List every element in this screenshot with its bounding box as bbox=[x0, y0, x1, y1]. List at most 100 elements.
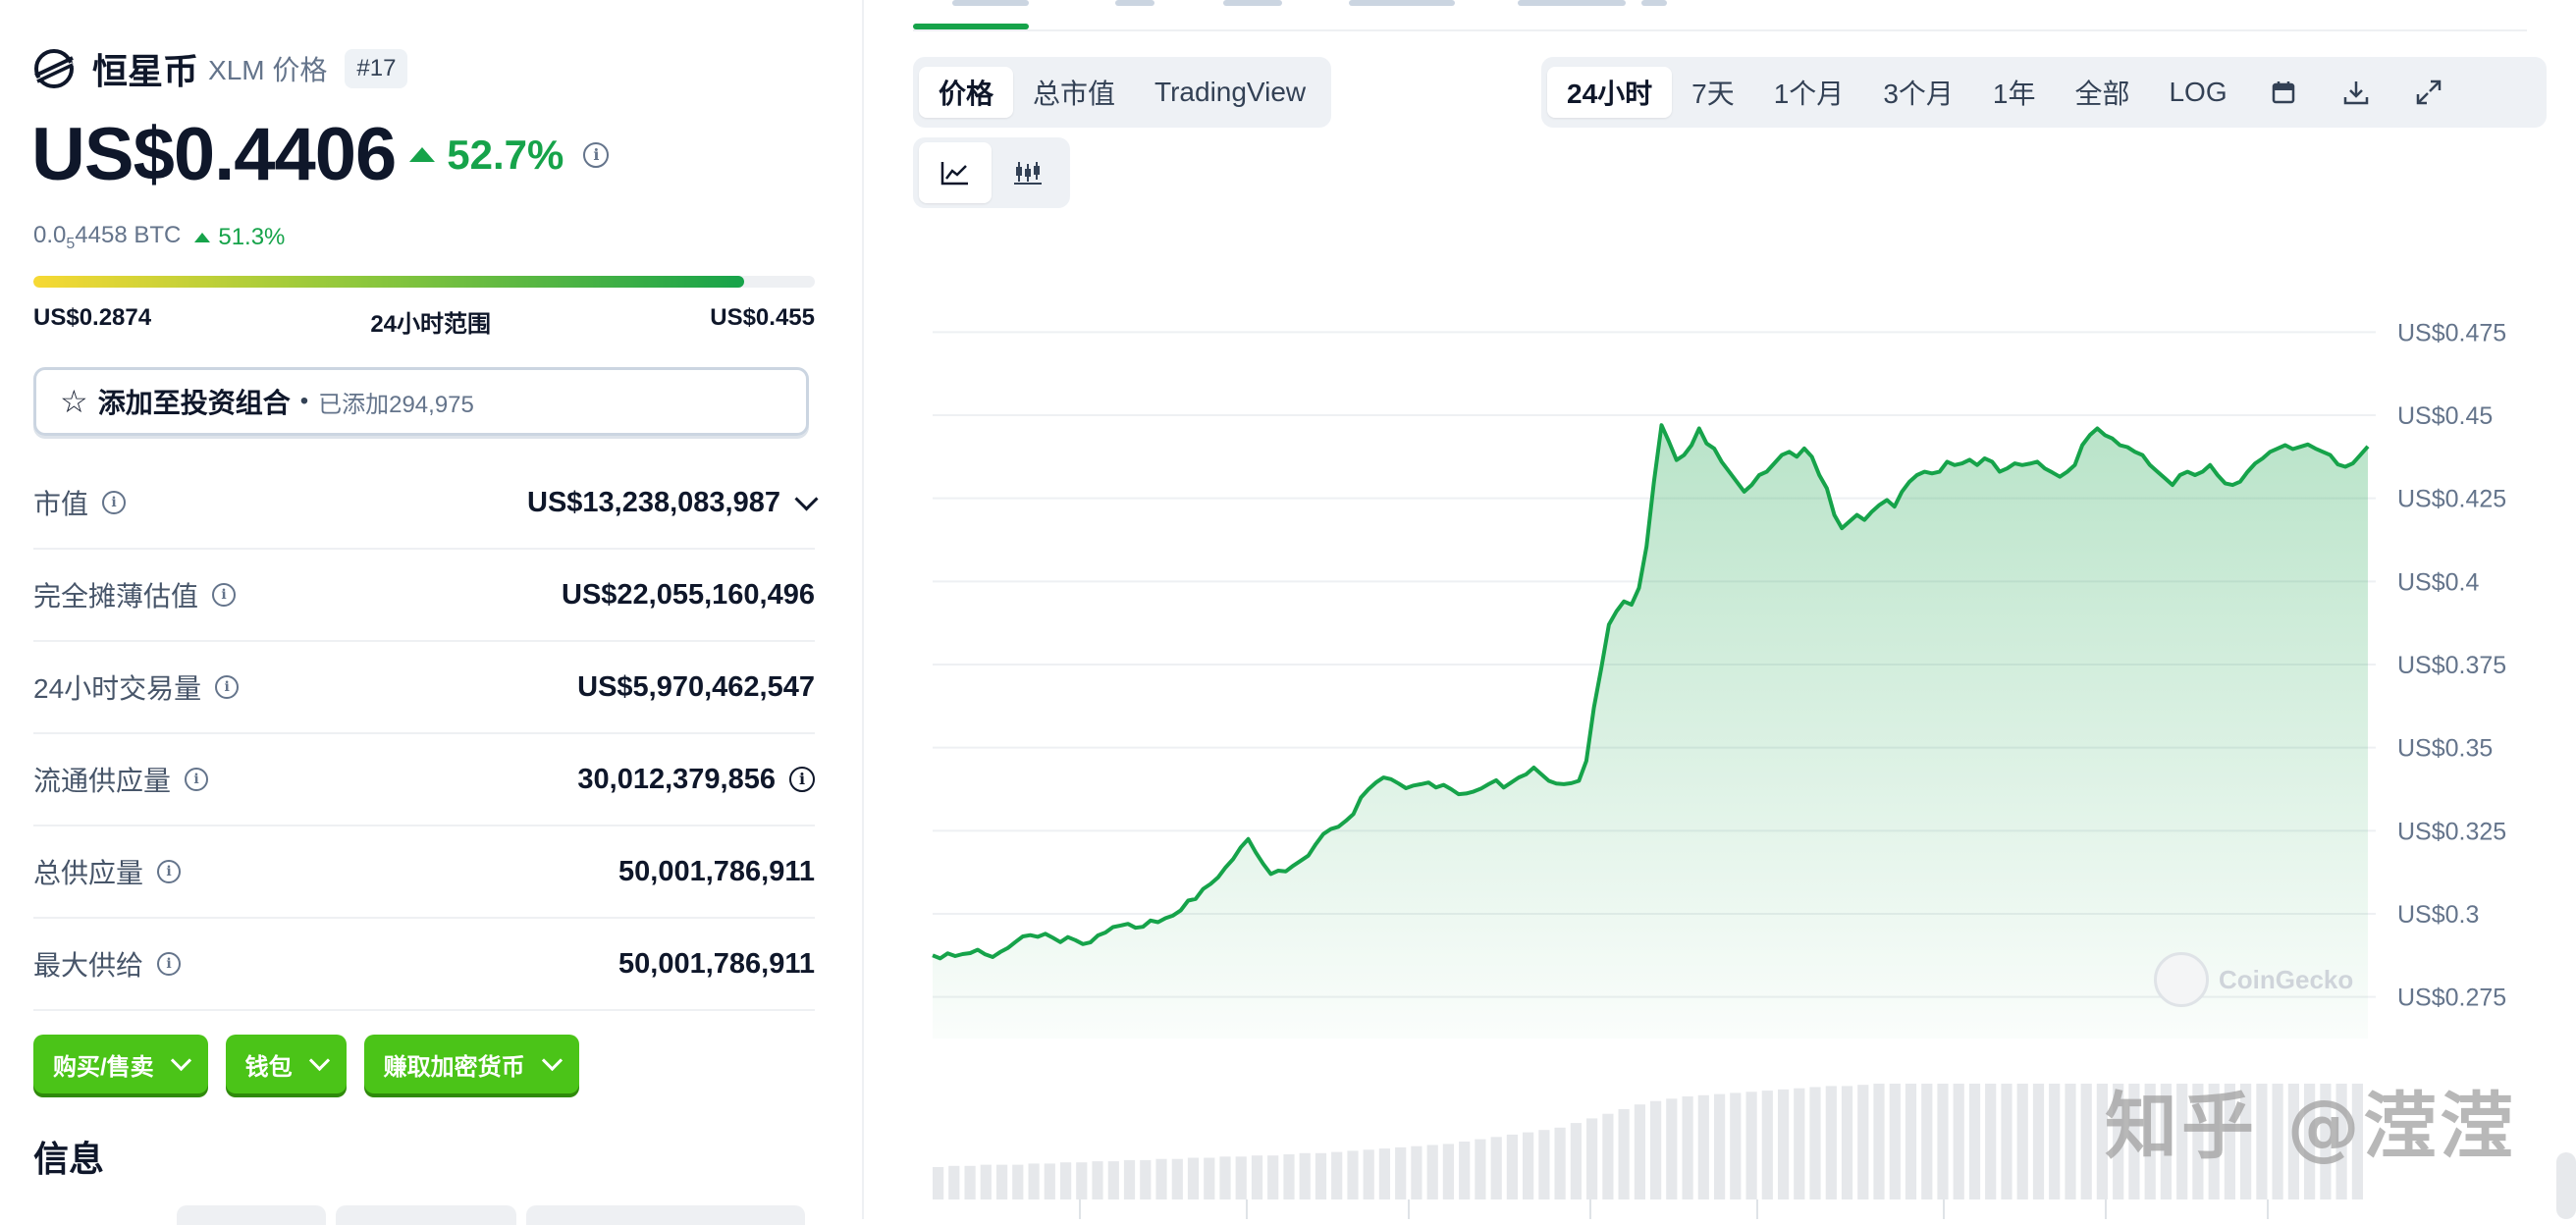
calendar-icon[interactable] bbox=[2247, 62, 2320, 123]
candlestick-chart-icon[interactable] bbox=[992, 142, 1064, 203]
volume-bar bbox=[2016, 1084, 2028, 1199]
range-1y[interactable]: 1年 bbox=[1992, 79, 2036, 109]
info-pill[interactable] bbox=[526, 1205, 805, 1225]
scrollbar[interactable] bbox=[2556, 1152, 2576, 1219]
line-chart-icon[interactable] bbox=[919, 142, 992, 203]
y-tick-label: US$0.375 bbox=[2397, 652, 2506, 679]
tab-guides[interactable] bbox=[1349, 0, 1455, 6]
stat-value: 30,012,379,856 bbox=[577, 763, 776, 795]
volume-bar bbox=[1123, 1159, 1136, 1199]
y-tick-label: US$0.425 bbox=[2397, 486, 2506, 513]
volume-bar bbox=[2335, 1084, 2347, 1199]
volume-bar bbox=[1554, 1127, 1566, 1199]
stat-label: 最大供给 bbox=[33, 950, 144, 981]
info-icon[interactable]: i bbox=[789, 767, 815, 792]
volume-bar bbox=[1187, 1157, 1200, 1199]
volume-bar bbox=[1809, 1087, 1821, 1199]
info-icon[interactable]: i bbox=[583, 141, 610, 168]
range-24h[interactable]: 24小时 bbox=[1547, 67, 1673, 118]
wallet-button[interactable]: 钱包 bbox=[225, 1035, 347, 1093]
info-pill[interactable] bbox=[177, 1205, 326, 1225]
info-icon[interactable]: i bbox=[102, 491, 127, 514]
time-range-tabs: 24小时 7天 1个月 3个月 1年 全部 LOG bbox=[1541, 57, 2547, 128]
volume-bar bbox=[1650, 1100, 1662, 1199]
volume-bar bbox=[1968, 1084, 1981, 1199]
volume-bar bbox=[1714, 1093, 1726, 1199]
info-heading: 信息 bbox=[33, 1139, 105, 1179]
stat-value: US$5,970,462,547 bbox=[577, 670, 815, 703]
stat-label: 完全摊薄估值 bbox=[33, 581, 199, 612]
chevron-down-icon bbox=[308, 1049, 330, 1071]
price-chart[interactable]: US$0.475 US$0.45 US$0.425 US$0.4 US$0.375 US$… bbox=[864, 0, 2576, 1219]
tab-market-cap[interactable]: 总市值 bbox=[1033, 79, 1116, 109]
volume-bar bbox=[1921, 1084, 1933, 1199]
info-icon[interactable]: i bbox=[157, 952, 182, 976]
tab-historical[interactable] bbox=[1518, 0, 1626, 6]
volume-bar bbox=[964, 1165, 976, 1199]
volume-bar bbox=[2272, 1084, 2283, 1199]
volume-bar bbox=[1538, 1130, 1550, 1199]
range-all[interactable]: 全部 bbox=[2074, 79, 2130, 109]
volume-bar bbox=[1873, 1084, 1885, 1199]
volume-bar bbox=[2144, 1084, 2156, 1199]
range-label: 24小时范围 bbox=[370, 311, 492, 338]
volume-bar bbox=[1378, 1148, 1390, 1199]
volume-bar bbox=[2192, 1084, 2204, 1199]
btc-price-change: 51.3% bbox=[218, 223, 286, 250]
info-icon[interactable]: i bbox=[212, 583, 237, 607]
volume-bar bbox=[1682, 1096, 1693, 1199]
range-3m[interactable]: 3个月 bbox=[1883, 79, 1954, 109]
volume-bar bbox=[2351, 1084, 2363, 1199]
volume-bars bbox=[933, 1084, 2363, 1219]
volume-bar bbox=[1347, 1150, 1359, 1199]
earn-crypto-button[interactable]: 赚取加密货币 bbox=[363, 1035, 579, 1093]
volume-bar bbox=[2128, 1084, 2140, 1199]
volume-bar bbox=[1857, 1085, 1869, 1199]
y-tick-label: US$0.3 bbox=[2397, 901, 2479, 929]
info-icon[interactable]: i bbox=[157, 860, 182, 883]
volume-bar bbox=[1570, 1123, 1582, 1199]
volume-bar bbox=[2256, 1084, 2268, 1199]
range-1m[interactable]: 1个月 bbox=[1773, 79, 1845, 109]
coin-name: 恒星币 bbox=[92, 51, 199, 91]
panel-divider bbox=[862, 0, 864, 1219]
tab-markets[interactable] bbox=[1115, 0, 1154, 6]
volume-bar bbox=[1730, 1092, 1742, 1199]
range-log[interactable]: LOG bbox=[2169, 77, 2227, 107]
expand-icon[interactable] bbox=[2392, 62, 2465, 123]
price-change-value: 52.7% bbox=[447, 131, 564, 178]
volume-bar bbox=[1012, 1164, 1024, 1199]
tab-price[interactable]: 价格 bbox=[919, 67, 1014, 118]
info-icon[interactable]: i bbox=[185, 768, 209, 791]
tab-overview[interactable] bbox=[952, 0, 1029, 6]
range-high: US$0.455 bbox=[710, 304, 815, 331]
y-tick-label: US$0.275 bbox=[2397, 985, 2506, 1012]
tab-icon[interactable] bbox=[1641, 0, 1667, 6]
volume-bar bbox=[1331, 1151, 1343, 1199]
volume-bar bbox=[980, 1164, 992, 1199]
info-icon[interactable]: i bbox=[215, 675, 240, 699]
y-tick-label: US$0.4 bbox=[2397, 568, 2479, 596]
price-change-24h: 52.7% bbox=[409, 132, 564, 179]
download-icon[interactable] bbox=[2320, 62, 2392, 123]
tab-tradingview[interactable]: TradingView bbox=[1154, 77, 1307, 107]
chevron-down-icon bbox=[541, 1049, 563, 1071]
coingecko-watermark: CoinGecko bbox=[2154, 952, 2353, 1007]
volume-bar bbox=[2208, 1084, 2220, 1199]
stat-label: 总供应量 bbox=[33, 858, 144, 888]
earn-label: 赚取加密货币 bbox=[383, 1053, 525, 1081]
volume-bar bbox=[1953, 1084, 1964, 1199]
add-to-portfolio-button[interactable]: ☆ 添加至投资组合 • 已添加294,975 bbox=[33, 367, 809, 436]
info-pill[interactable] bbox=[336, 1205, 516, 1225]
price-area-fill bbox=[933, 425, 2368, 1039]
range-labels: US$0.2874 24小时范围 US$0.455 bbox=[33, 304, 815, 339]
gecko-logo-icon bbox=[2154, 952, 2209, 1007]
tab-news[interactable] bbox=[1223, 0, 1282, 6]
volume-bar bbox=[2049, 1084, 2061, 1199]
caret-up-icon bbox=[409, 147, 436, 162]
range-7d[interactable]: 7天 bbox=[1691, 79, 1735, 109]
chevron-down-icon[interactable] bbox=[794, 486, 819, 511]
buy-sell-button[interactable]: 购买/售卖 bbox=[33, 1035, 208, 1093]
separator-dot: • bbox=[299, 388, 309, 414]
coin-summary-panel: 恒星币 XLM 价格 #17 US$0.4406 52.7% i 0.05445… bbox=[0, 0, 862, 1225]
